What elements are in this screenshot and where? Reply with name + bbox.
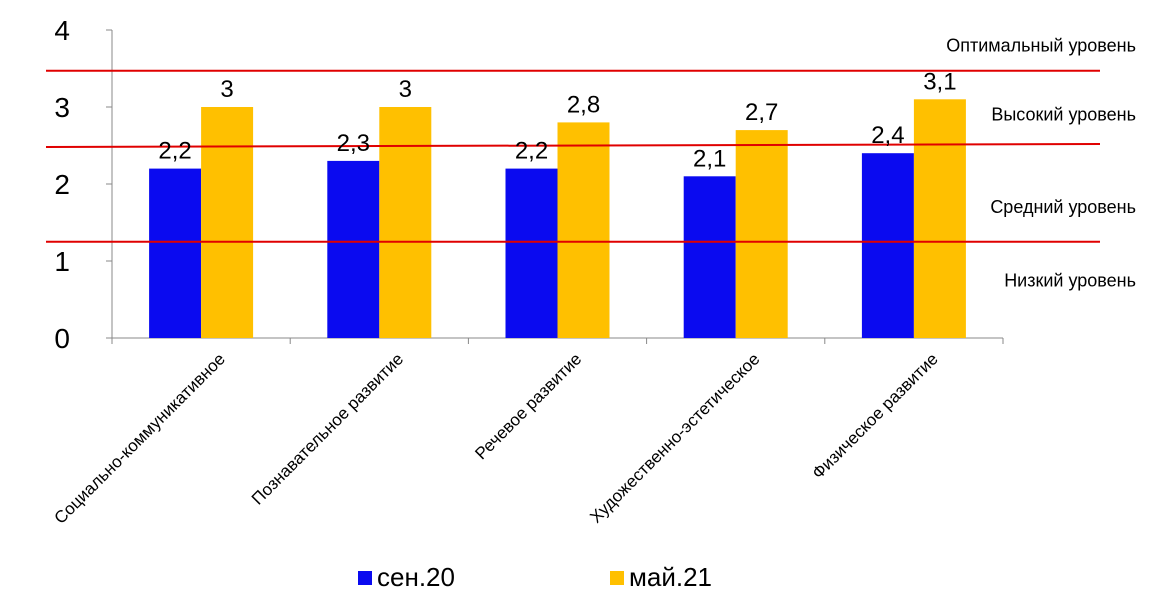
level-label: Высокий уровень bbox=[991, 105, 1136, 125]
bars bbox=[149, 99, 966, 339]
bar bbox=[557, 122, 610, 339]
y-tick-label: 2 bbox=[54, 169, 70, 200]
data-label: 2,2 bbox=[515, 138, 548, 165]
legend-swatch bbox=[610, 571, 624, 585]
category-label: Художественно-эстетическое bbox=[586, 349, 763, 526]
legend: сен.20 май.21 bbox=[358, 562, 712, 592]
legend-label: сен.20 bbox=[377, 562, 455, 592]
bar bbox=[201, 107, 254, 338]
data-label: 2,3 bbox=[337, 130, 370, 157]
data-labels: 2,2 2,3 2,2 2,1 2,4 3 3 2,8 2,7 3,1 bbox=[158, 68, 956, 172]
bar bbox=[861, 153, 914, 338]
bar bbox=[735, 130, 788, 338]
data-label: 3 bbox=[399, 76, 412, 103]
category-label: Физическое развитие bbox=[808, 349, 941, 482]
category-label: Речевое развитие bbox=[471, 349, 585, 463]
reference-lines bbox=[45, 69, 1101, 243]
bar bbox=[379, 107, 432, 338]
legend-swatch bbox=[358, 571, 372, 585]
level-label: Низкий уровень bbox=[1004, 270, 1136, 290]
y-tick-label: 0 bbox=[54, 323, 70, 354]
data-label: 2,2 bbox=[158, 138, 191, 165]
data-label: 2,8 bbox=[567, 91, 600, 118]
reference-line bbox=[45, 142, 1101, 149]
category-label: Социально-коммуникативное bbox=[51, 349, 229, 527]
legend-label: май.21 bbox=[629, 562, 712, 592]
data-label: 2,4 bbox=[871, 122, 904, 149]
y-tick-label: 4 bbox=[54, 15, 70, 46]
axes: 0 1 2 3 4 bbox=[54, 15, 1004, 354]
category-label: Познавательное развитие bbox=[248, 349, 407, 508]
level-label: Оптимальный уровень bbox=[946, 35, 1136, 55]
level-label: Средний уровень bbox=[990, 197, 1136, 217]
data-label: 3 bbox=[220, 76, 233, 103]
bar bbox=[327, 160, 380, 338]
bar bbox=[683, 176, 736, 338]
data-label: 2,1 bbox=[693, 145, 726, 172]
y-tick-label: 1 bbox=[54, 246, 70, 277]
data-label: 3,1 bbox=[923, 68, 956, 95]
bar bbox=[913, 99, 966, 338]
bar bbox=[149, 168, 202, 338]
y-tick-label: 3 bbox=[54, 92, 70, 123]
data-label: 2,7 bbox=[745, 99, 778, 126]
category-labels: Социально-коммуникативное Познавательное … bbox=[51, 349, 942, 527]
level-labels: Оптимальный уровень Высокий уровень Средни… bbox=[946, 35, 1136, 290]
bar bbox=[505, 168, 558, 338]
